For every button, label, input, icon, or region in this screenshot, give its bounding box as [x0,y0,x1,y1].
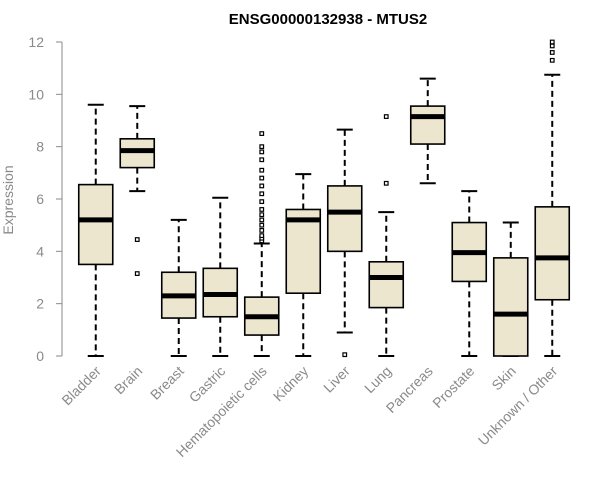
box-gastric [202,196,239,357]
outlier-point [383,180,389,186]
chart-title: ENSG00000132938 - MTUS2 [229,11,427,28]
box-breast [160,218,197,357]
iqr-box [492,257,529,357]
box-skin [492,221,529,357]
outlier-point [259,149,265,155]
y-tick-label: 4 [36,243,44,259]
iqr-box [534,206,571,301]
x-tick-label: Liver [320,363,353,396]
outlier-point [549,50,555,55]
outlier-point [259,191,265,197]
outlier-point [383,114,389,119]
outlier-point [259,144,265,150]
box-brain [119,105,156,276]
iqr-box [77,183,114,266]
outlier-point [259,167,265,173]
outlier-point [259,157,265,163]
box-pancreas [409,77,446,185]
y-axis-label: Expression [0,165,16,234]
outlier-point [134,237,140,242]
iqr-box [119,138,156,169]
x-tick-label: Kidney [270,363,312,405]
iqr-box [409,105,446,145]
x-tick-label: Breast [147,363,187,403]
outlier-point [134,271,140,276]
iqr-box [285,208,322,294]
outlier-point [549,57,555,63]
x-tick-label: Skin [488,363,519,394]
box-prostate [451,190,488,357]
outlier-point [259,131,265,136]
iqr-box [368,260,405,309]
x-tick-label: Bladder [58,363,104,409]
iqr-box [326,185,363,253]
y-tick-label: 10 [28,86,44,102]
outlier-point [549,43,555,49]
box-unknown-other [534,39,571,357]
outlier-point [259,199,265,205]
outlier-point [259,183,265,189]
outlier-point [549,39,555,45]
x-tick-label: Unknown / Other [475,363,561,449]
box-liver [326,128,363,358]
outlier-point [259,207,265,212]
outlier-point [259,217,265,223]
x-tick-label: Lung [361,363,394,396]
x-tick-label: Prostate [429,363,477,411]
box-lung [368,114,405,357]
box-bladder [77,103,114,357]
y-tick-label: 8 [36,139,44,155]
box-kidney [285,173,322,357]
y-axis: 0 2 4 6 8 10 12 [28,34,63,364]
y-tick-label: 2 [36,296,44,312]
y-tick-label: 12 [28,34,44,50]
y-tick-label: 0 [36,348,44,364]
box-hematopoietic-cells [243,131,280,357]
outlier-point [259,212,265,218]
boxes-group [77,39,571,358]
outlier-point [259,175,265,181]
outlier-point [259,222,265,228]
outlier-point [259,233,265,239]
outlier-point [259,228,265,233]
y-tick-label: 6 [36,191,44,207]
x-tick-label: Brain [111,363,145,397]
outlier-point [342,352,348,358]
